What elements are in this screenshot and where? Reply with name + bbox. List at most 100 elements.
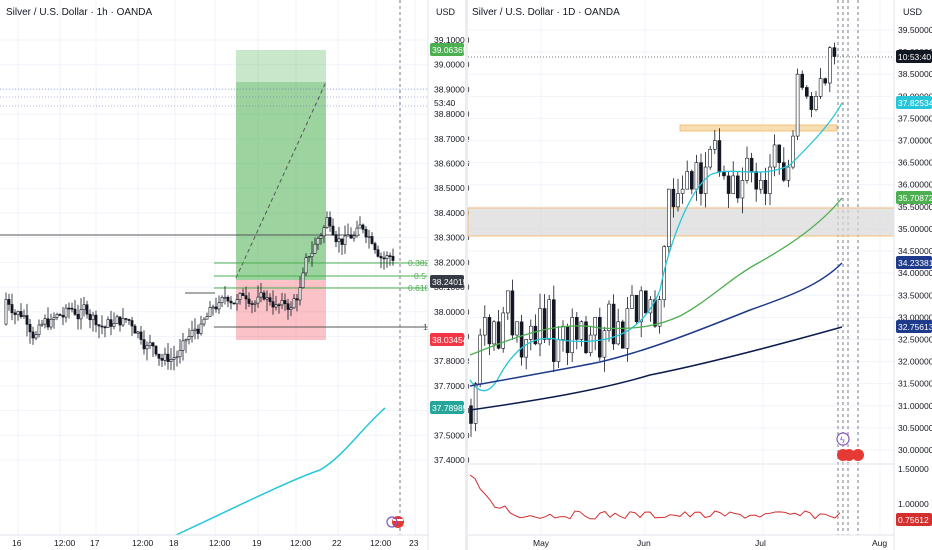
- right-price-tick: 31.00000: [898, 401, 932, 411]
- daily-candle-body: [827, 47, 832, 84]
- ema-100-line: [469, 262, 843, 387]
- candle-body: [88, 313, 92, 321]
- candle-body: [244, 295, 248, 300]
- daily-candle-body: [689, 171, 694, 190]
- left-grid: [0, 0, 428, 535]
- candle-body: [172, 357, 176, 360]
- right-price-tick: 34.00000: [898, 268, 932, 278]
- candle-body: [379, 256, 383, 259]
- left-price-tick: 38.70000: [434, 134, 470, 144]
- candle-body: [67, 307, 71, 310]
- daily-candle-body: [763, 180, 768, 194]
- lightning-event-icon[interactable]: [836, 432, 850, 446]
- candle-body: [76, 314, 80, 320]
- ema-50-tag: 35.70872: [898, 193, 932, 203]
- left-price-tags: 39.06365 53:40 38.24015 38.03454 37.78985: [430, 43, 468, 414]
- left-price-tick: 38.50000: [434, 183, 470, 193]
- daily-candle-body: [735, 175, 740, 199]
- right-chart-title: Silver / U.S. Dollar · 1D · OANDA: [472, 7, 620, 18]
- candle-body: [388, 255, 392, 257]
- right-price-tick: 33.50000: [898, 290, 932, 300]
- ema-100-tag: 34.23381: [898, 258, 932, 268]
- right-time-tick: Aug: [872, 538, 887, 548]
- daily-candle-body: [749, 157, 754, 172]
- candle-body: [22, 315, 26, 317]
- panel-divider[interactable]: [465, 0, 468, 550]
- right-event-icons[interactable]: ϟ: [836, 432, 864, 461]
- daily-candle-body: [561, 325, 565, 340]
- right-price-tags: 10:53:40 37.82534 35.70872 34.23381 32.75613…: [896, 50, 932, 526]
- daily-candle-body: [832, 47, 837, 57]
- lightning-glyph: ϟ: [840, 435, 845, 445]
- candle-body: [58, 314, 62, 316]
- candle-body: [265, 297, 269, 300]
- us-flag-icon-2[interactable]: [843, 449, 855, 461]
- candle-body: [37, 324, 41, 335]
- daily-candle-body: [565, 325, 570, 354]
- right-price-tick: 37.50000: [898, 113, 932, 123]
- right-time-tick: May: [533, 538, 550, 548]
- ema-fast-line: [469, 102, 843, 392]
- hourly-chart-panel[interactable]: 0.382 0.5 0.618 1 Silver / U.S. Dollar · 1h…: [0, 0, 470, 550]
- candle-body: [226, 296, 230, 302]
- candle-body: [304, 257, 308, 274]
- daily-candle-body: [795, 73, 800, 137]
- candle-body: [382, 257, 386, 260]
- ma-price-tag: 37.78985: [432, 403, 468, 413]
- daily-candle-body: [584, 321, 588, 354]
- daily-candle-body: [699, 162, 703, 194]
- candle-body: [373, 243, 377, 251]
- ema-50-line: [469, 197, 843, 356]
- daily-candle-body: [634, 294, 639, 323]
- candle-body: [175, 356, 179, 359]
- candle-body: [73, 308, 77, 315]
- candle-body: [313, 243, 317, 254]
- ema-200-line: [469, 326, 843, 411]
- candle-body: [91, 314, 95, 321]
- left-time-tick: 18: [169, 538, 179, 548]
- daily-candle-body: [597, 317, 602, 358]
- candle-body: [13, 312, 17, 315]
- daily-chart-panel[interactable]: Silver / U.S. Dollar · 1D · OANDA USD 39…: [467, 0, 932, 550]
- left-time-tick: 19: [252, 538, 262, 548]
- daily-candle-body: [754, 171, 759, 190]
- candle-body: [352, 235, 356, 239]
- candle-body: [40, 323, 44, 326]
- ema-fast-tag-bg: [896, 96, 932, 109]
- candle-body: [190, 330, 194, 337]
- left-price-tick: 37.40000: [434, 455, 470, 465]
- daily-candle-body: [574, 317, 579, 340]
- top-price-tag-bg: [430, 43, 464, 56]
- candle-body: [223, 296, 227, 299]
- candle-body: [157, 353, 161, 359]
- left-candles: [4, 211, 395, 371]
- right-time-tick: Jul: [755, 538, 766, 548]
- left-event-icon[interactable]: [386, 516, 404, 528]
- daily-candle-body: [814, 96, 818, 110]
- candle-body: [220, 297, 224, 304]
- daily-candle-body: [519, 321, 524, 358]
- daily-candle-body: [547, 299, 552, 340]
- left-time-axis: 16 12:00 17 12:00 18 12:00 19 12:00 22 12:00 23: [12, 538, 419, 548]
- ma-price-tag-bg: [430, 401, 464, 414]
- daily-candle-body: [510, 290, 515, 336]
- countdown-label: 53:40: [434, 98, 456, 108]
- moving-average-line: [175, 407, 386, 536]
- candle-body: [25, 315, 29, 325]
- left-price-tick: 37.50000: [434, 430, 470, 440]
- daily-candle-body: [473, 383, 478, 424]
- left-levels: 0.382 0.5 0.618 1: [0, 88, 430, 332]
- candle-body: [124, 318, 128, 320]
- right-price-tick: 37.00000: [898, 136, 932, 146]
- daily-candle-body: [588, 334, 593, 354]
- right-price-tick: 38.50000: [898, 69, 932, 79]
- us-flag-icon-3[interactable]: [852, 449, 864, 461]
- right-price-tick: 32.00000: [898, 357, 932, 367]
- candle-body: [364, 229, 368, 238]
- left-time-tick: 23: [409, 538, 419, 548]
- daily-candle-body: [804, 87, 809, 97]
- daily-candle-body: [538, 308, 542, 345]
- candle-body: [277, 304, 281, 307]
- candle-body: [232, 302, 236, 305]
- support-zone: [467, 207, 895, 237]
